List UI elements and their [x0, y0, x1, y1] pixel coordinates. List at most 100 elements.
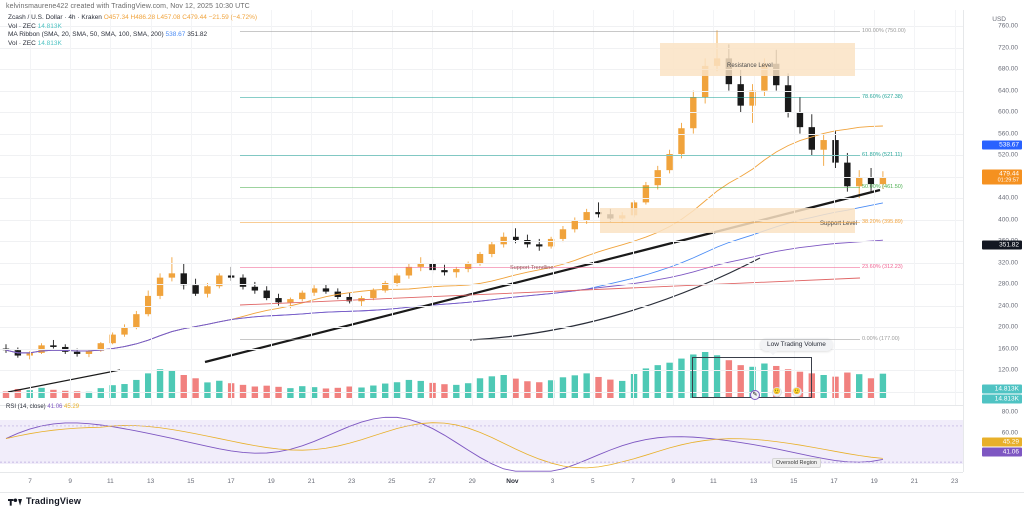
time-gridline: [311, 10, 313, 405]
time-gridline: [30, 10, 31, 405]
candle-body: [417, 263, 424, 267]
candle-body: [808, 127, 815, 150]
rsi-oversold-band: [0, 420, 963, 464]
volume-bar: [192, 378, 199, 398]
time-tick: 25: [388, 478, 396, 485]
price-tick: 440.00: [998, 194, 1018, 202]
candle-body: [547, 238, 555, 247]
rsi-legend: RSI (14, close) 41.06 45.29: [6, 404, 79, 410]
time-gridline: [753, 10, 755, 405]
ma-ribbon-title[interactable]: MA Ribbon (SMA, 20, SMA, 50, SMA, 100, S…: [8, 31, 164, 39]
volume-bar: [239, 384, 247, 398]
rsi-tick: 60.00: [1001, 429, 1018, 437]
ohlc-open-label: O: [103, 14, 109, 21]
price-tick: 400.00: [998, 216, 1018, 224]
volume-bar: [358, 387, 365, 398]
volume-badge-1-value: 14.813K: [994, 385, 1019, 393]
price-gridline: [0, 198, 963, 200]
candle-body: [820, 140, 827, 150]
price-gridline: [0, 26, 963, 28]
volume-bar: [50, 389, 57, 398]
time-gridline: [914, 10, 916, 405]
fibonacci-level-label: 0.00% (177.00): [862, 336, 900, 343]
volume-bar: [559, 377, 567, 398]
ma-line: [5, 239, 883, 354]
volume-value: 14.813K: [37, 22, 62, 30]
candle-body: [737, 84, 744, 106]
time-tick: 13: [749, 478, 758, 485]
ohlc-close-value: 479.44: [186, 14, 207, 21]
rsi-title[interactable]: RSI (14, close): [6, 404, 46, 410]
volume-bar: [26, 390, 33, 398]
volume-bar: [121, 384, 128, 398]
volume-bar: [796, 371, 804, 398]
price-axis-title: USD: [992, 16, 1006, 23]
candle-body: [393, 275, 401, 284]
candle-body: [239, 277, 247, 287]
tradingview-logo[interactable]: TradingView: [8, 496, 81, 506]
volume-bar: [97, 388, 104, 398]
time-tick: 17: [227, 478, 235, 485]
volume-bar: [417, 380, 424, 398]
volume-bar: [630, 374, 638, 398]
price-tick: 280.00: [998, 280, 1018, 288]
legend-volume-row: Vol · ZEC 14.813K: [8, 23, 257, 32]
time-gridline: [150, 10, 152, 405]
low-volume-callout[interactable]: Low Trading Volume: [760, 338, 833, 351]
ma-ribbon-value-1: 538.67: [165, 31, 186, 39]
time-tick: 15: [187, 478, 195, 485]
volume-bar: [322, 388, 330, 398]
support-zone-label: Support Level: [820, 221, 858, 227]
time-tick: 21: [307, 478, 316, 485]
brand-bar: [0, 492, 1024, 513]
rsi-plot: [0, 416, 963, 472]
time-tick: 3: [550, 478, 555, 485]
time-gridline: [633, 10, 634, 405]
candle-body: [796, 112, 804, 128]
price-gridline: [0, 284, 963, 286]
symbol-title[interactable]: Zcash / U.S. Dollar · 4h · Kraken: [8, 14, 102, 21]
ma-ribbon-value-2: 351.82: [187, 31, 208, 39]
candle-body: [476, 253, 484, 264]
rsi-value: 41.06: [47, 404, 63, 410]
candle-body: [263, 290, 270, 299]
candle-body: [287, 299, 294, 303]
volume-title-2[interactable]: Vol · ZEC: [8, 39, 36, 47]
volume-bar: [500, 375, 507, 398]
price-axis[interactable]: USD 760.00 720.00 680.00 640.00 600.00 560.00…: [963, 10, 1024, 472]
credit-line: kelvinsmaurene422 created with TradingVi…: [6, 3, 250, 10]
candle-body: [204, 286, 211, 294]
resistance-zone: [660, 43, 855, 76]
price-tick: 200.00: [998, 323, 1018, 331]
oversold-region-label: Oversold Region: [772, 458, 821, 468]
price-tick: 240.00: [998, 302, 1018, 310]
volume-bar: [879, 373, 887, 398]
price-tick: 760.00: [998, 22, 1018, 30]
rsi-value-badge: 41.06: [982, 447, 1022, 457]
fibonacci-level-line: [240, 97, 860, 99]
support-trendline[interactable]: [239, 277, 861, 306]
candle-body: [856, 177, 863, 187]
reaction-chip-2[interactable]: 🙂: [792, 387, 802, 397]
price-gridline: [0, 176, 963, 178]
candle-body: [488, 244, 496, 254]
fibonacci-level-label: 23.60% (312.23): [862, 263, 903, 270]
volume-title[interactable]: Vol · ZEC: [8, 22, 36, 30]
cursor-chip[interactable]: ✎: [750, 390, 760, 400]
price-gridline: [0, 47, 963, 49]
last-price-badge: 479.44 01:29:57: [982, 169, 1022, 185]
volume-bar: [393, 382, 401, 398]
time-gridline: [834, 10, 835, 405]
volume-bar: [204, 382, 211, 398]
volume-trendline[interactable]: [7, 369, 121, 393]
time-gridline: [110, 10, 112, 405]
volume-bar: [761, 363, 768, 398]
reaction-chip-1[interactable]: 🙂: [772, 387, 782, 397]
price-pane[interactable]: [0, 10, 963, 405]
rsi-pane[interactable]: [0, 405, 963, 472]
volume-bar: [749, 366, 756, 398]
time-axis[interactable]: 7 9 11 13 15 17 19 21 23 25 27 29 Nov 3 5 7 9 11 13 15 17 19 2…: [0, 472, 963, 492]
candle-body: [844, 162, 851, 187]
time-tick: 11: [710, 478, 717, 485]
